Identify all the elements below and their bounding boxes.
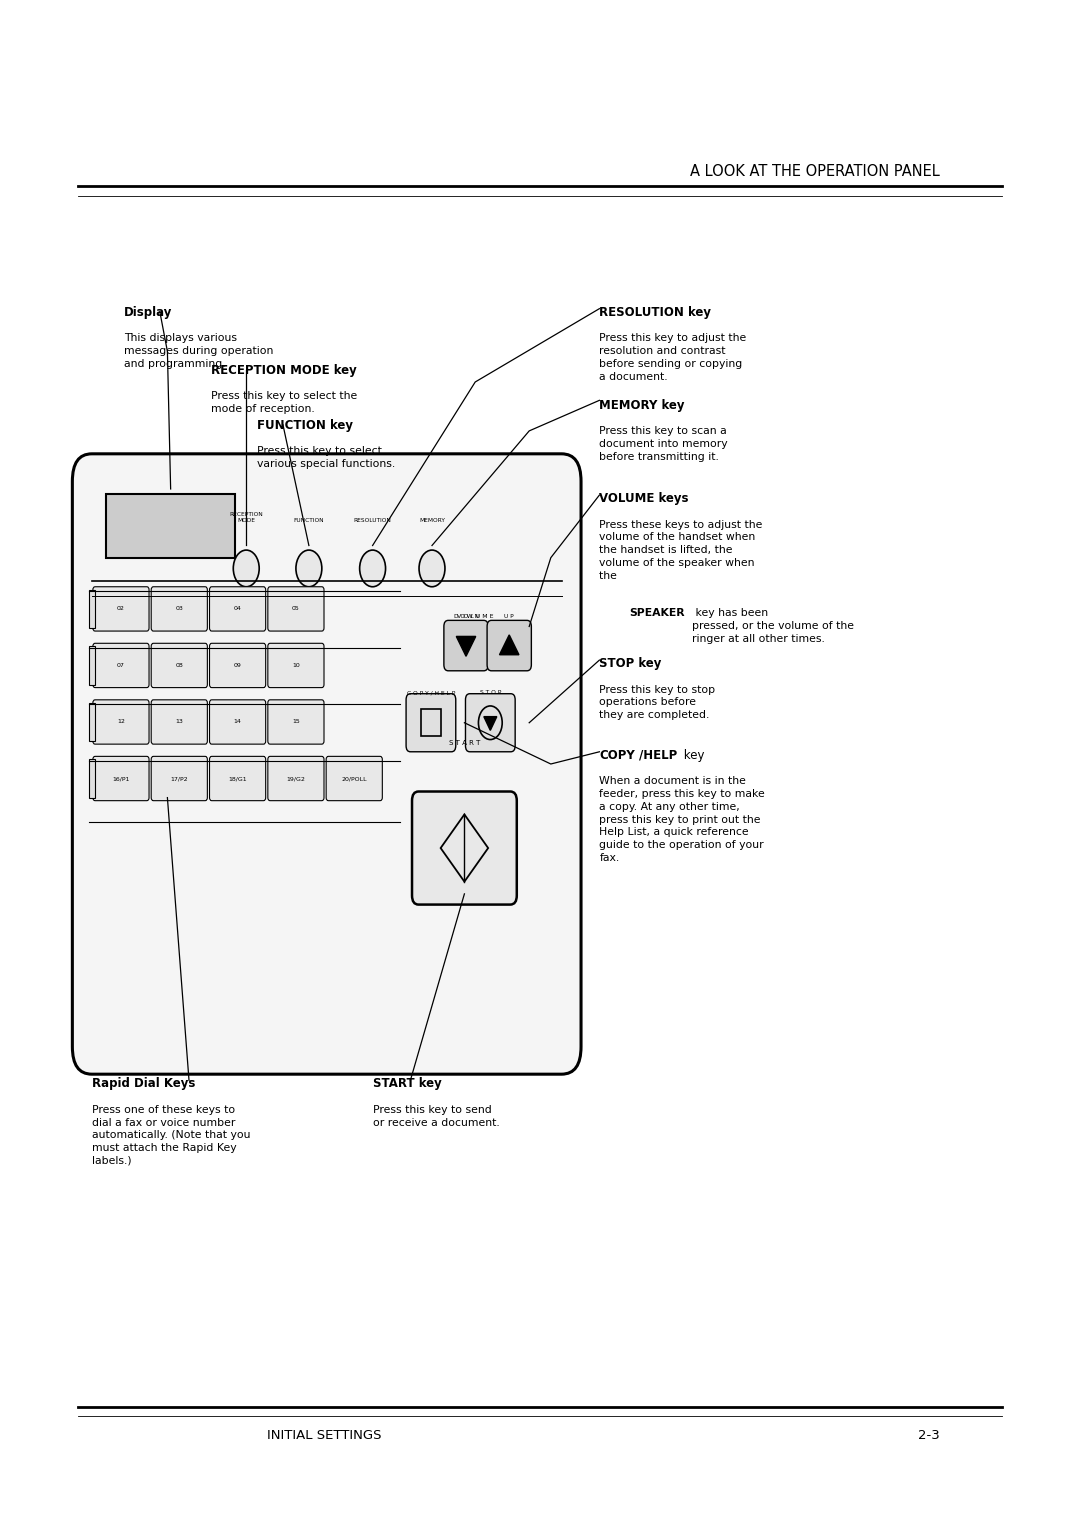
Text: Press this key to select the
mode of reception.: Press this key to select the mode of rec… [211,391,356,414]
Text: Display: Display [124,306,173,319]
FancyBboxPatch shape [151,700,207,744]
Text: 15: 15 [292,720,300,724]
Text: V O L U M E: V O L U M E [457,614,494,619]
Circle shape [233,550,259,587]
Text: /HELP: /HELP [639,749,677,762]
Text: RECEPTION
MODE: RECEPTION MODE [229,512,264,523]
Text: SPEAKER: SPEAKER [630,608,686,619]
Text: 12: 12 [117,720,125,724]
FancyBboxPatch shape [268,756,324,801]
Text: Press this key to scan a
document into memory
before transmitting it.: Press this key to scan a document into m… [599,426,728,461]
Text: 16/P1: 16/P1 [112,776,130,781]
Text: 07: 07 [117,663,125,668]
Text: 14: 14 [233,720,242,724]
Bar [89,590,95,628]
Text: START key: START key [373,1077,442,1091]
Text: 19/G2: 19/G2 [286,776,306,781]
Circle shape [296,550,322,587]
Text: Press this key to adjust the
resolution and contrast
before sending or copying
a: Press this key to adjust the resolution … [599,333,746,382]
Text: 05: 05 [292,607,300,611]
Bar [89,759,95,798]
FancyBboxPatch shape [151,643,207,688]
Text: 09: 09 [233,663,242,668]
FancyBboxPatch shape [326,756,382,801]
FancyBboxPatch shape [444,620,488,671]
FancyBboxPatch shape [93,587,149,631]
FancyBboxPatch shape [93,700,149,744]
FancyBboxPatch shape [151,756,207,801]
Text: 10: 10 [292,663,300,668]
Text: Rapid Dial Keys: Rapid Dial Keys [92,1077,195,1091]
Polygon shape [484,717,497,730]
Text: When a document is in the
feeder, press this key to make
a copy. At any other ti: When a document is in the feeder, press … [599,776,765,863]
Circle shape [360,550,386,587]
FancyBboxPatch shape [93,756,149,801]
FancyBboxPatch shape [268,700,324,744]
Text: 03: 03 [175,607,184,611]
Text: This displays various
messages during operation
and programming.: This displays various messages during op… [124,333,273,368]
Text: FUNCTION: FUNCTION [294,518,324,523]
Text: RESOLUTION key: RESOLUTION key [599,306,712,319]
Polygon shape [499,636,519,656]
Polygon shape [457,637,475,657]
Text: Press these keys to adjust the
volume of the handset when
the handset is lifted,: Press these keys to adjust the volume of… [599,520,762,581]
Text: Press this key to select
various special functions.: Press this key to select various special… [257,446,395,469]
Text: 20/POLL: 20/POLL [341,776,367,781]
Text: key has been
pressed, or the volume of the
ringer at all other times.: key has been pressed, or the volume of t… [692,608,854,643]
Text: MEMORY: MEMORY [419,518,445,523]
Text: D O W N: D O W N [454,614,478,619]
Text: 2-3: 2-3 [918,1429,940,1442]
Text: 02: 02 [117,607,125,611]
Text: key: key [680,749,705,762]
Text: Press this key to send
or receive a document.: Press this key to send or receive a docu… [373,1105,499,1128]
Text: 04: 04 [233,607,242,611]
Text: Press this key to stop
operations before
they are completed.: Press this key to stop operations before… [599,685,716,720]
Text: STOP key: STOP key [599,657,662,671]
FancyBboxPatch shape [487,620,531,671]
Bar [421,709,441,736]
Text: A LOOK AT THE OPERATION PANEL: A LOOK AT THE OPERATION PANEL [690,163,940,179]
FancyBboxPatch shape [465,694,515,752]
FancyBboxPatch shape [210,587,266,631]
Circle shape [419,550,445,587]
FancyBboxPatch shape [151,587,207,631]
Text: C O P Y / H E L P: C O P Y / H E L P [407,691,455,695]
FancyBboxPatch shape [93,643,149,688]
Bar [89,646,95,685]
FancyBboxPatch shape [413,792,517,905]
FancyBboxPatch shape [268,643,324,688]
Bar [106,494,235,558]
FancyBboxPatch shape [72,454,581,1074]
Text: RESOLUTION: RESOLUTION [353,518,392,523]
FancyBboxPatch shape [210,643,266,688]
FancyBboxPatch shape [210,700,266,744]
Text: Press one of these keys to
dial a fax or voice number
automatically. (Note that : Press one of these keys to dial a fax or… [92,1105,251,1166]
Text: 13: 13 [175,720,184,724]
Text: S T A R T: S T A R T [448,740,481,746]
FancyBboxPatch shape [406,694,456,752]
Bar [89,703,95,741]
Text: 08: 08 [175,663,184,668]
Text: U P: U P [504,614,514,619]
Text: 17/P2: 17/P2 [171,776,188,781]
Text: FUNCTION key: FUNCTION key [257,419,353,432]
Text: VOLUME keys: VOLUME keys [599,492,689,506]
Text: MEMORY key: MEMORY key [599,399,685,413]
Text: S T O P: S T O P [480,691,501,695]
Text: INITIAL SETTINGS: INITIAL SETTINGS [267,1429,381,1442]
Text: 18/G1: 18/G1 [228,776,247,781]
FancyBboxPatch shape [268,587,324,631]
FancyBboxPatch shape [210,756,266,801]
Text: RECEPTION MODE key: RECEPTION MODE key [211,364,356,377]
Text: COPY: COPY [599,749,635,762]
